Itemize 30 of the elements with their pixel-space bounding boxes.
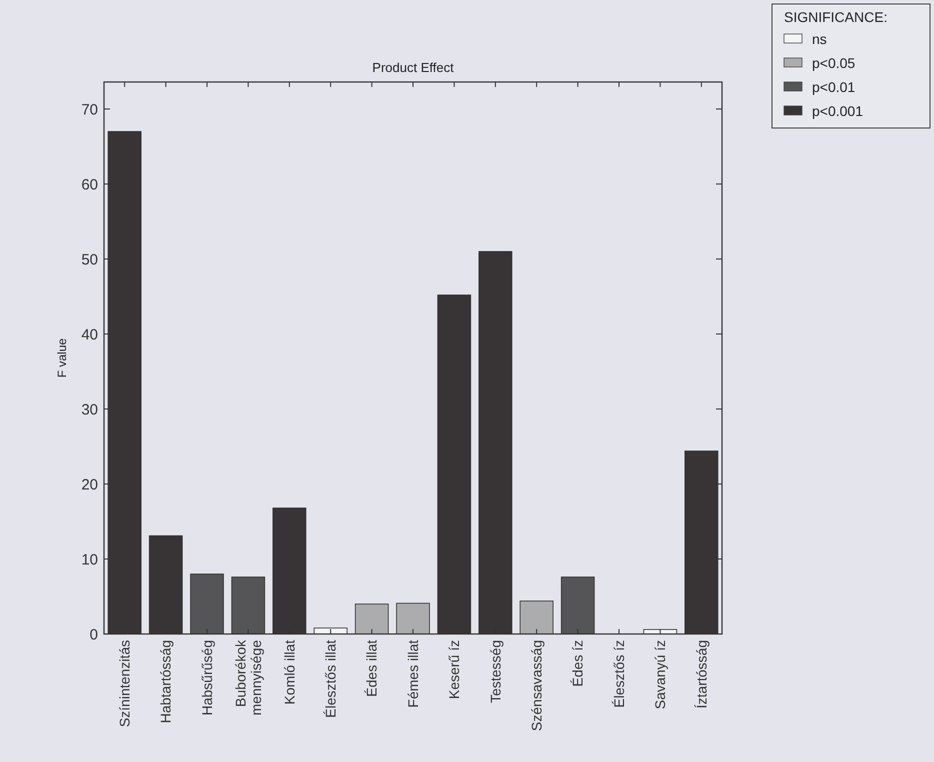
x-tick-label: Színintenzitás (116, 640, 132, 728)
x-tick-label: Édes íz (570, 640, 586, 687)
y-tick-label: 60 (81, 176, 98, 194)
x-tick-label: Szénsavasság (528, 640, 544, 732)
x-tick-label: Keserű íz (446, 640, 462, 700)
legend-label: p<0.001 (812, 102, 864, 119)
chart-title: Product Effect (372, 60, 454, 75)
x-tick-label: Habtartósság (158, 640, 174, 724)
x-tick-label: Fémes illat (404, 640, 421, 708)
legend-label: p<0.05 (812, 54, 856, 71)
x-tick-label: Savanyú íz (652, 640, 668, 710)
y-tick-label: 30 (81, 401, 98, 418)
x-tick-label: Élesztős illat (322, 640, 338, 718)
y-tick-label: 0 (90, 626, 98, 644)
y-tick-label: 10 (81, 551, 98, 568)
x-tick-label: Habsűrűség (198, 640, 215, 716)
y-tick-label: 50 (81, 251, 98, 268)
x-tick-label: Buborékok mennyisége (232, 639, 264, 716)
x-tick-label: Íztartósság (693, 640, 710, 708)
y-tick-label: 70 (81, 101, 98, 118)
x-tick-label: Élesztős íz (610, 640, 627, 708)
legend-label: ns (812, 30, 827, 47)
y-tick-label: 40 (81, 326, 98, 344)
x-tick-label: Testesség (487, 640, 504, 704)
x-tick-label: Édes illat (364, 640, 380, 697)
y-tick-label: 20 (81, 476, 98, 494)
y-axis-title: F value (55, 338, 69, 378)
x-tick-label: Komló illat (281, 640, 298, 705)
legend-label: p<0.01 (812, 78, 856, 95)
legend-title: SIGNIFICANCE: (784, 9, 888, 25)
